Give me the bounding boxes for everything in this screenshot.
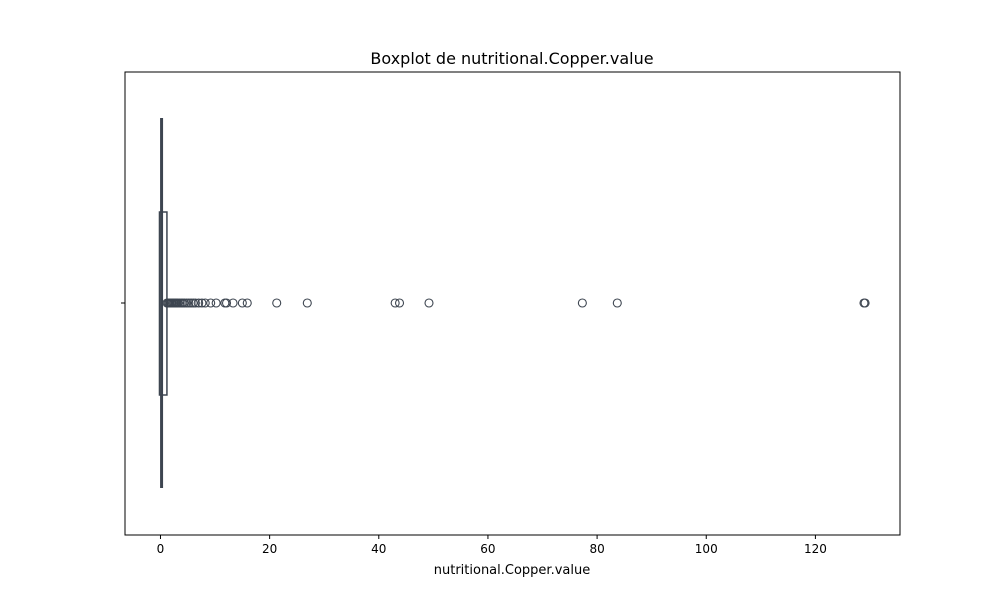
outlier-point	[184, 298, 194, 308]
outlier-point	[577, 298, 587, 308]
x-tick-label: 120	[804, 542, 827, 556]
outlier-point	[206, 298, 216, 308]
outlier-point	[612, 298, 622, 308]
outlier-point	[194, 298, 204, 308]
outlier-group	[162, 298, 870, 308]
outlier-point	[179, 298, 190, 308]
outlier-point	[424, 298, 434, 308]
outlier-point	[228, 298, 238, 308]
outlier-point	[237, 298, 247, 308]
box-group	[158, 118, 168, 488]
outlier-point	[190, 298, 200, 308]
x-tick-label: 20	[262, 542, 277, 556]
outlier-point	[197, 298, 207, 308]
outlier-point	[394, 298, 405, 308]
x-tick-label: 60	[480, 542, 495, 556]
outlier-point	[221, 298, 232, 308]
outlier-point	[860, 298, 870, 308]
outlier-point	[182, 298, 192, 308]
outlier-point	[272, 298, 282, 308]
x-tick-label: 80	[589, 542, 604, 556]
x-tick-label: 0	[157, 542, 165, 556]
plot-area	[124, 71, 901, 536]
outlier-point	[242, 298, 252, 308]
outlier-point	[302, 298, 312, 308]
outlier-point	[211, 298, 221, 308]
x-tick-label: 100	[695, 542, 718, 556]
outlier-point	[200, 298, 210, 308]
outlier-point	[188, 298, 198, 308]
outlier-point	[390, 298, 400, 308]
x-tick-label: 40	[371, 542, 386, 556]
x-axis-label: nutritional.Copper.value	[434, 563, 590, 578]
x-axis: 0 20 40 60 80 100 120	[157, 535, 827, 556]
chart-title: Boxplot de nutritional.Copper.value	[370, 49, 653, 68]
